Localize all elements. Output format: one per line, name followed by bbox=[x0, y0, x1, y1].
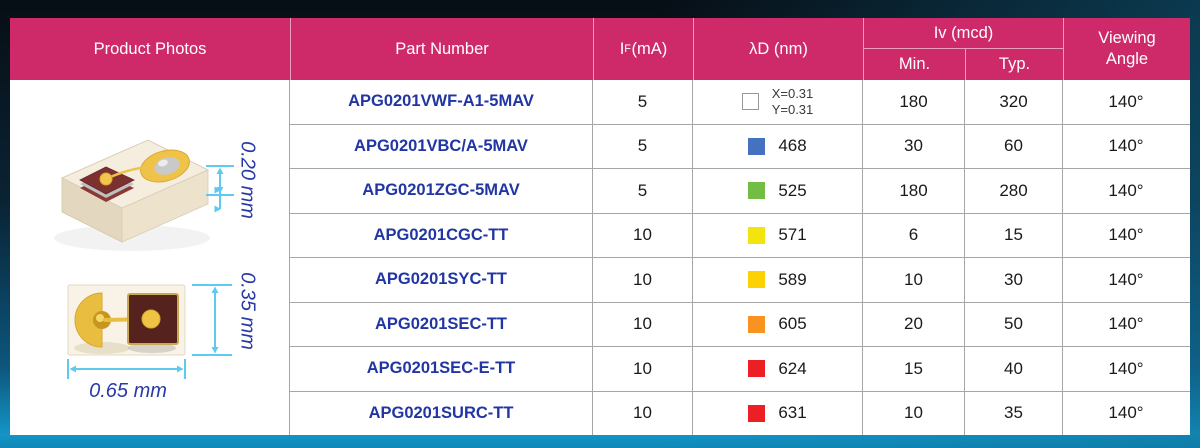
iv-typ-value: 30 bbox=[965, 258, 1063, 302]
wavelength-cell: 525 bbox=[693, 169, 863, 213]
wavelength-cell: 631 bbox=[693, 391, 863, 435]
if-value: 10 bbox=[593, 302, 693, 346]
viewing-angle-value: 140° bbox=[1108, 314, 1144, 334]
if-value: 10 bbox=[593, 213, 693, 257]
color-swatch bbox=[748, 404, 766, 422]
wavelength-value: 571 bbox=[778, 225, 807, 245]
wavelength-cell: 468 bbox=[693, 124, 863, 168]
part-number-link[interactable]: APG0201CGC-TT bbox=[290, 213, 593, 257]
color-swatch bbox=[748, 271, 766, 289]
wavelength-value: 605 bbox=[778, 314, 807, 334]
table-rows: APG0201VWF-A1-5MAV 5 X=0.31 Y=0.31 180 3… bbox=[290, 80, 1190, 435]
width-dimension: 0.65 mm bbox=[67, 359, 186, 402]
header-min: Min. bbox=[863, 49, 965, 80]
led-top-view-photo: 0.35 mm 0.65 mm bbox=[67, 272, 259, 402]
wavelength-value: 468 bbox=[778, 136, 807, 156]
part-number-link[interactable]: APG0201SURC-TT bbox=[290, 391, 593, 435]
color-swatch bbox=[748, 182, 766, 200]
if-value: 5 bbox=[593, 80, 693, 124]
viewing-angle-value: 140° bbox=[1108, 91, 1144, 111]
if-value: 10 bbox=[593, 391, 693, 435]
viewing-angle-value: 140° bbox=[1108, 358, 1144, 378]
iv-typ-value: 35 bbox=[965, 391, 1063, 435]
height-dimension-label: 0.20 mm bbox=[237, 141, 259, 219]
header-part-number: Part Number bbox=[290, 18, 593, 80]
iv-typ-value: 50 bbox=[965, 302, 1063, 346]
iv-typ-value: 60 bbox=[965, 124, 1063, 168]
wavelength-value: 624 bbox=[778, 358, 807, 378]
viewing-angle-value: 140° bbox=[1108, 136, 1144, 156]
if-value: 5 bbox=[593, 124, 693, 168]
table-row: APG0201ZGC-5MAV 5 525 180 280 140° bbox=[290, 169, 1190, 214]
wavelength-cell: X=0.31 Y=0.31 bbox=[693, 80, 863, 124]
color-swatch bbox=[748, 137, 766, 155]
if-value: 5 bbox=[593, 169, 693, 213]
iv-typ-value: 40 bbox=[965, 347, 1063, 391]
wavelength-cell: 571 bbox=[693, 213, 863, 257]
depth-dimension: 0.35 mm bbox=[192, 272, 259, 356]
wavelength-value: 631 bbox=[778, 403, 807, 423]
part-number-link[interactable]: APG0201SYC-TT bbox=[290, 258, 593, 302]
iv-min-value: 10 bbox=[863, 258, 965, 302]
part-number-link[interactable]: APG0201SEC-E-TT bbox=[290, 347, 593, 391]
iv-typ-value: 15 bbox=[965, 213, 1063, 257]
table-row: APG0201CGC-TT 10 571 6 15 140° bbox=[290, 213, 1190, 258]
viewing-angle-value: 140° bbox=[1108, 403, 1144, 423]
if-subscript: F bbox=[624, 43, 632, 55]
iv-typ-value: 280 bbox=[965, 169, 1063, 213]
header-wavelength: λD (nm) bbox=[693, 18, 863, 80]
iv-min-value: 180 bbox=[863, 80, 965, 124]
if-value: 10 bbox=[593, 258, 693, 302]
product-photos-cell: 0.20 mm bbox=[10, 80, 290, 435]
iv-min-value: 20 bbox=[863, 302, 965, 346]
color-swatch bbox=[748, 315, 766, 333]
wavelength-value: 525 bbox=[778, 180, 807, 200]
led-isometric-photo: 0.20 mm bbox=[54, 139, 259, 251]
header-viewing-angle: Viewing Angle bbox=[1063, 18, 1190, 80]
part-number-link[interactable]: APG0201ZGC-5MAV bbox=[290, 169, 593, 213]
iv-min-value: 10 bbox=[863, 391, 965, 435]
gold-ball bbox=[99, 172, 113, 186]
color-swatch bbox=[748, 226, 766, 244]
width-dimension-label: 0.65 mm bbox=[89, 380, 167, 402]
if-value: 10 bbox=[593, 347, 693, 391]
table-row: APG0201SEC-TT 10 605 20 50 140° bbox=[290, 302, 1190, 347]
wavelength-cell: 605 bbox=[693, 302, 863, 346]
table-body: 0.20 mm bbox=[10, 80, 1190, 435]
table-row: APG0201SEC-E-TT 10 624 15 40 140° bbox=[290, 347, 1190, 392]
header-product-photos: Product Photos bbox=[93, 39, 207, 58]
gold-ball-top-view bbox=[141, 309, 161, 329]
wavelength-cell: 589 bbox=[693, 258, 863, 302]
part-number-link[interactable]: APG0201SEC-TT bbox=[290, 302, 593, 346]
table-row: APG0201VWF-A1-5MAV 5 X=0.31 Y=0.31 180 3… bbox=[290, 80, 1190, 125]
table-row: APG0201VBC/A-5MAV 5 468 30 60 140° bbox=[290, 124, 1190, 169]
wavelength-value: X=0.31 Y=0.31 bbox=[771, 85, 814, 117]
depth-dimension-label: 0.35 mm bbox=[237, 272, 259, 350]
iv-min-value: 6 bbox=[863, 213, 965, 257]
viewing-angle-value: 140° bbox=[1108, 180, 1144, 200]
wavelength-value: 589 bbox=[778, 269, 807, 289]
iv-typ-value: 320 bbox=[965, 80, 1063, 124]
header-luminous-intensity: Iv (mcd) bbox=[863, 18, 1063, 49]
iv-min-value: 15 bbox=[863, 347, 965, 391]
table-row: APG0201SYC-TT 10 589 10 30 140° bbox=[290, 258, 1190, 303]
led-photos-illustration: 0.20 mm bbox=[54, 139, 259, 402]
if-unit: (mA) bbox=[631, 39, 668, 58]
viewing-angle-value: 140° bbox=[1108, 269, 1144, 289]
part-number-link[interactable]: APG0201VBC/A-5MAV bbox=[290, 124, 593, 168]
part-number-link[interactable]: APG0201VWF-A1-5MAV bbox=[290, 80, 593, 124]
color-swatch bbox=[748, 360, 766, 378]
iv-min-value: 30 bbox=[863, 124, 965, 168]
table-row: APG0201SURC-TT 10 631 10 35 140° bbox=[290, 391, 1190, 435]
header-typ: Typ. bbox=[965, 49, 1063, 80]
viewing-angle-value: 140° bbox=[1108, 225, 1144, 245]
iv-min-value: 180 bbox=[863, 169, 965, 213]
wavelength-cell: 624 bbox=[693, 347, 863, 391]
color-swatch bbox=[741, 93, 759, 111]
if-symbol: I bbox=[619, 39, 625, 58]
gold-anode-pad bbox=[74, 292, 103, 348]
